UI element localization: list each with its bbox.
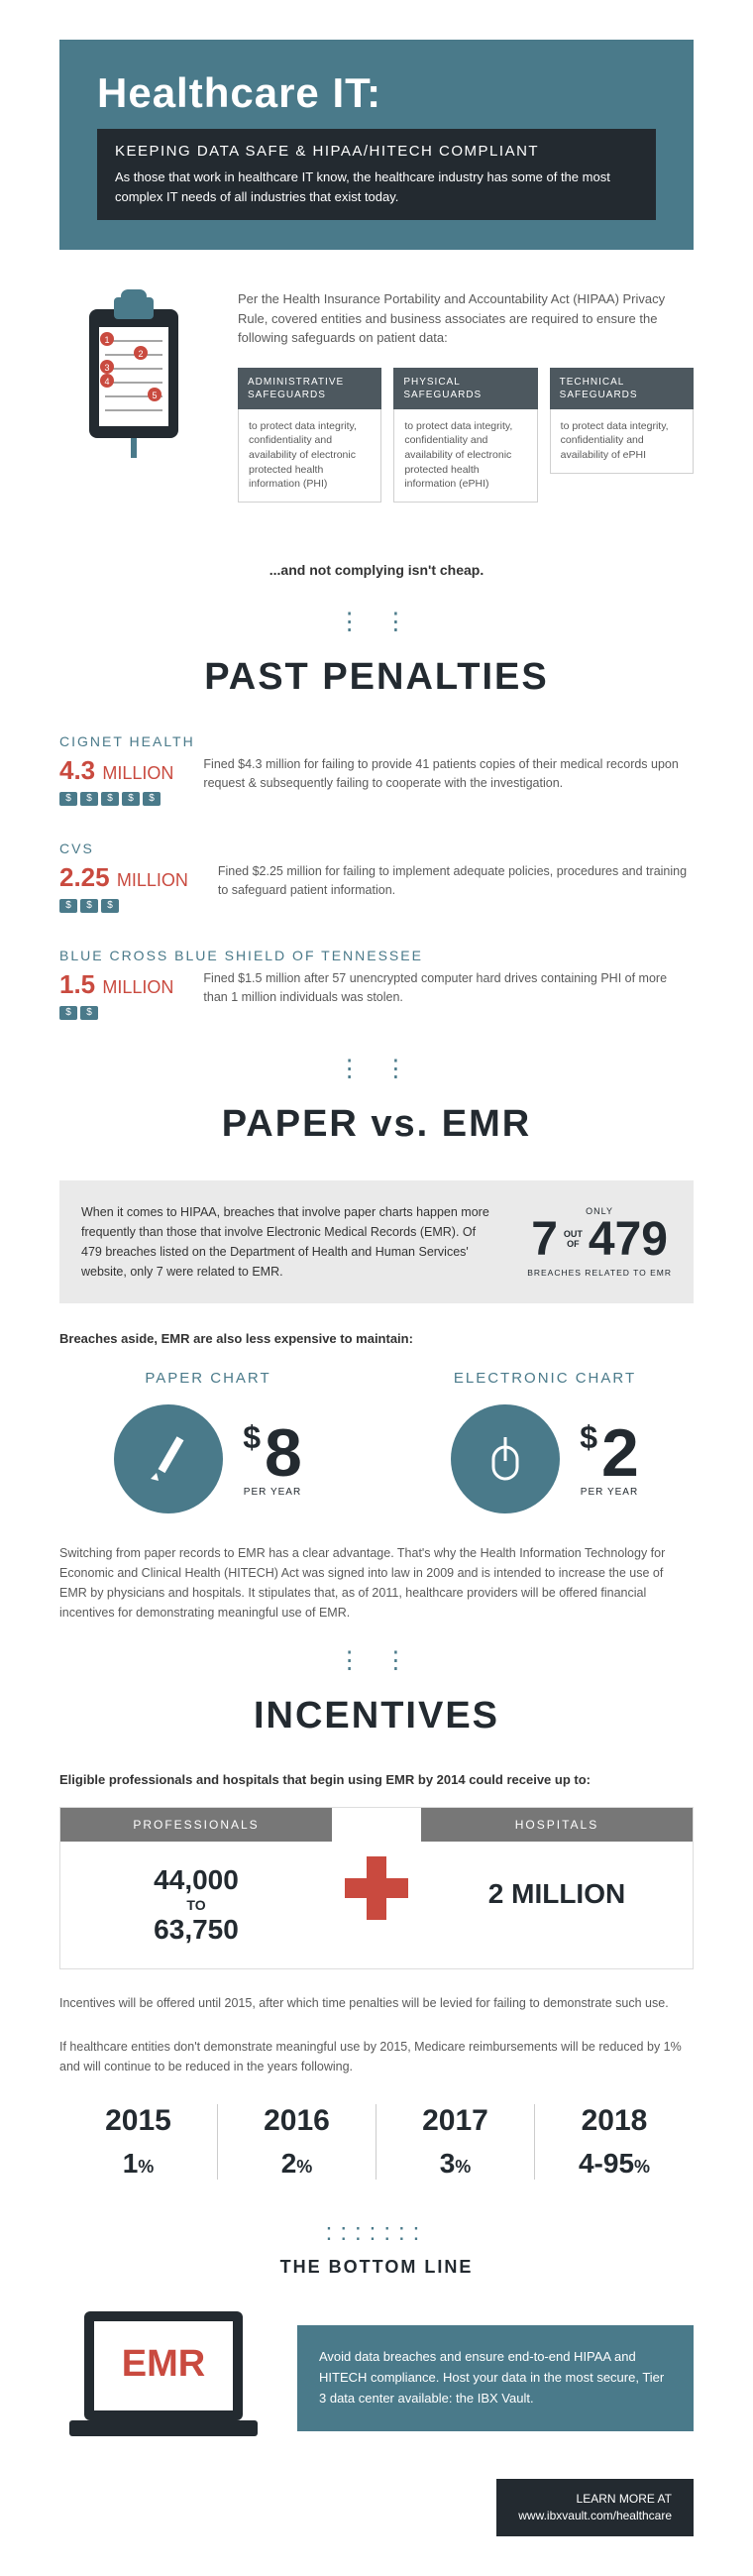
year-percent: 2%: [228, 2148, 366, 2180]
breach-subhead: Breaches aside, EMR are also less expens…: [59, 1331, 694, 1346]
penalty-desc: Fined $2.25 million for failing to imple…: [218, 862, 694, 900]
incent-subhead: Eligible professionals and hospitals tha…: [59, 1772, 694, 1787]
svg-text:3: 3: [104, 363, 109, 373]
pencil-icon: [114, 1404, 223, 1513]
paper-text: When it comes to HIPAA, breaches that in…: [81, 1202, 499, 1282]
year-label: 2016: [228, 2104, 366, 2138]
cross-icon: [332, 1808, 421, 1968]
dollar-icon: $: [59, 792, 77, 806]
bottom-title: THE BOTTOM LINE: [59, 2257, 694, 2278]
divider-dots: ⋮ ⋮: [59, 1646, 694, 1675]
safeguard-head: TECHNICAL SAFEGUARDS: [550, 368, 694, 409]
hero-banner: Healthcare IT: KEEPING DATA SAFE & HIPAA…: [59, 40, 694, 250]
dollar-icon: $: [101, 792, 119, 806]
emr-label: EMR: [122, 2343, 205, 2385]
mouse-icon: [451, 1404, 560, 1513]
svg-text:2: 2: [138, 349, 143, 359]
year-column: 2016 2%: [218, 2104, 376, 2180]
cost-per: PER YEAR: [580, 1487, 639, 1498]
year-percent: 4-95%: [545, 2148, 684, 2180]
cost-comparison: PAPER CHART$8PER YEARELECTRONIC CHART$2P…: [59, 1370, 694, 1513]
penalty-item: BLUE CROSS BLUE SHIELD OF TENNESSEE 1.5 M…: [59, 948, 694, 1020]
dollar-icon: $: [59, 899, 77, 913]
divider-dots: ⋮ ⋮: [59, 1055, 694, 1083]
paper-stat: ONLY 7 OUTOF 479 BREACHES RELATED TO EMR: [527, 1206, 672, 1278]
penalty-name: CIGNET HEALTH: [59, 733, 694, 749]
year-column: 2018 4-95%: [535, 2104, 694, 2180]
dollar-icon: $: [101, 899, 119, 913]
intro-text: Per the Health Insurance Portability and…: [238, 289, 694, 348]
penalties-title: PAST PENALTIES: [59, 656, 694, 699]
dollar-icon: $: [80, 899, 98, 913]
divider-dots: ⋮ ⋮: [59, 608, 694, 636]
penalty-name: BLUE CROSS BLUE SHIELD OF TENNESSEE: [59, 948, 694, 963]
penalty-desc: Fined $4.3 million for failing to provid…: [203, 755, 694, 793]
safeguard-card: ADMINISTRATIVE SAFEGUARDSto protect data…: [238, 368, 381, 503]
year-label: 2017: [386, 2104, 524, 2138]
year-percent: 3%: [386, 2148, 524, 2180]
divider-dots: :::::::: [59, 2219, 694, 2247]
hero-sub: KEEPING DATA SAFE & HIPAA/HITECH COMPLIA…: [97, 129, 656, 220]
penalty-amount: 4.3 MILLION: [59, 755, 173, 786]
cost-per: PER YEAR: [243, 1487, 302, 1498]
dollar-icon: $: [80, 1006, 98, 1020]
year-percent: 1%: [69, 2148, 207, 2180]
learn-more[interactable]: LEARN MORE ATwww.ibxvault.com/healthcare: [59, 2479, 694, 2536]
cost-number: $8: [243, 1419, 302, 1487]
safeguard-card: TECHNICAL SAFEGUARDSto protect data inte…: [550, 368, 694, 503]
dollar-icon: $: [122, 792, 140, 806]
dollar-icon: $: [80, 792, 98, 806]
incent-p1: Incentives will be offered until 2015, a…: [59, 1993, 694, 2013]
year-label: 2018: [545, 2104, 684, 2138]
cost-number: $2: [580, 1419, 639, 1487]
safeguard-card: PHYSICAL SAFEGUARDSto protect data integ…: [393, 368, 537, 503]
laptop-icon: EMR: [59, 2301, 268, 2455]
incent-p2: If healthcare entities don't demonstrate…: [59, 2037, 694, 2076]
incent-head-prof: PROFESSIONALS: [60, 1808, 332, 1842]
incentives-title: INCENTIVES: [59, 1695, 694, 1737]
svg-text:4: 4: [104, 377, 109, 387]
penalty-item: CVS2.25 MILLION$$$Fined $2.25 million fo…: [59, 840, 694, 913]
penalty-item: CIGNET HEALTH4.3 MILLION$$$$$Fined $4.3 …: [59, 733, 694, 806]
cost-label: PAPER CHART: [59, 1370, 357, 1387]
safeguard-body: to protect data integrity, confidentiali…: [238, 409, 381, 503]
year-label: 2015: [69, 2104, 207, 2138]
hero-subtitle: KEEPING DATA SAFE & HIPAA/HITECH COMPLIA…: [115, 143, 638, 160]
clipboard-icon: 1 2 3 4 5: [59, 289, 208, 532]
hero-title: Healthcare IT:: [97, 69, 656, 117]
cost-label: ELECTRONIC CHART: [396, 1370, 694, 1387]
penalty-amount: 2.25 MILLION: [59, 862, 188, 893]
incent-head-hosp: HOSPITALS: [421, 1808, 693, 1842]
dollar-icon: $: [59, 1006, 77, 1020]
safeguards-grid: ADMINISTRATIVE SAFEGUARDSto protect data…: [238, 368, 694, 503]
years-row: 2015 1% 2016 2% 2017 3% 2018 4-95%: [59, 2104, 694, 2180]
cost-column: ELECTRONIC CHART $2PER YEAR: [396, 1370, 694, 1513]
switch-text: Switching from paper records to EMR has …: [59, 1543, 694, 1623]
warning-text: ...and not complying isn't cheap.: [59, 562, 694, 578]
bottom-text: Avoid data breaches and ensure end-to-en…: [297, 2325, 694, 2430]
incentive-box: PROFESSIONALS 44,000TO63,750 HOSPITALS 2…: [59, 1807, 694, 1969]
dollar-icon: $: [143, 792, 161, 806]
penalty-desc: Fined $1.5 million after 57 unencrypted …: [203, 969, 694, 1007]
year-column: 2015 1%: [59, 2104, 218, 2180]
penalty-amount: 1.5 MILLION: [59, 969, 173, 1000]
paper-stat-box: When it comes to HIPAA, breaches that in…: [59, 1180, 694, 1303]
svg-text:5: 5: [152, 391, 157, 400]
penalties-list: CIGNET HEALTH4.3 MILLION$$$$$Fined $4.3 …: [59, 733, 694, 1020]
hero-desc: As those that work in healthcare IT know…: [115, 168, 610, 206]
safeguard-head: PHYSICAL SAFEGUARDS: [393, 368, 537, 409]
cost-column: PAPER CHART $8PER YEAR: [59, 1370, 357, 1513]
year-column: 2017 3%: [376, 2104, 535, 2180]
penalty-name: CVS: [59, 840, 694, 856]
safeguard-body: to protect data integrity, confidentiali…: [393, 409, 537, 503]
paper-title: PAPER vs. EMR: [59, 1103, 694, 1146]
safeguard-body: to protect data integrity, confidentiali…: [550, 409, 694, 474]
safeguard-head: ADMINISTRATIVE SAFEGUARDS: [238, 368, 381, 409]
svg-text:1: 1: [104, 335, 109, 345]
